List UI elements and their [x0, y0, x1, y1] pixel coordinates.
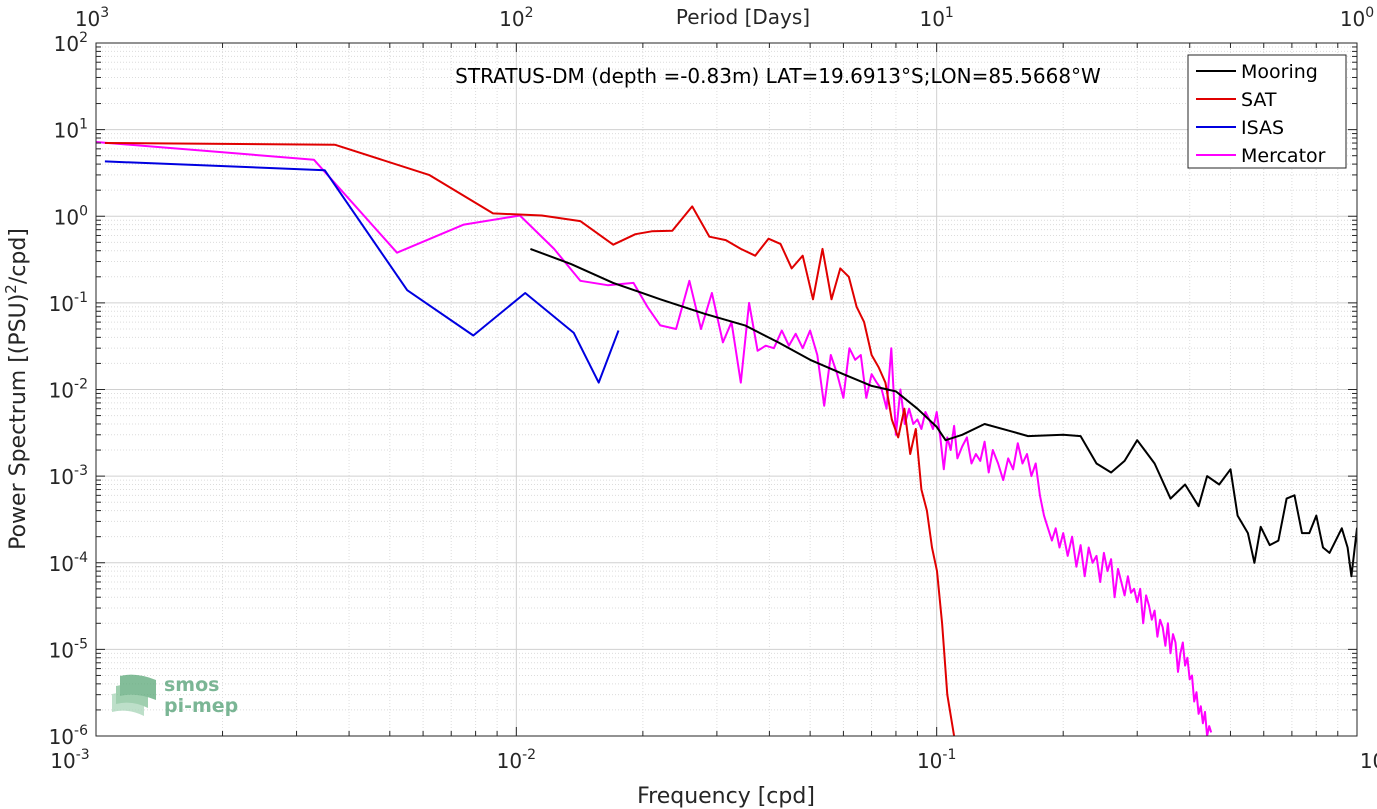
y-axis-label: Power Spectrum [(PSU)2/cpd] [2, 228, 31, 550]
y-axis-label-text: Power Spectrum [(PSU) [6, 294, 31, 550]
y-tick-label: 10-6 [49, 723, 89, 749]
x2-tick-label-exponent: 2 [525, 5, 534, 21]
series-line-mercator [96, 141, 1213, 736]
y-axis-label-exponent: 2 [2, 284, 20, 294]
x2-tick-label-base: 10 [1340, 7, 1365, 31]
x-tick-label-base: 10 [497, 749, 522, 773]
y-tick-label-base: 10 [49, 638, 74, 662]
legend-box [1187, 54, 1347, 169]
logo-text-pi-mep: pi-mep [164, 695, 238, 717]
axis-ticks: 10-310-210-110010310210110010210110010-1… [49, 5, 1377, 773]
y-tick-label-exponent: 2 [79, 30, 88, 46]
x2-tick-label-base: 10 [499, 7, 524, 31]
y-tick-label: 10-3 [49, 463, 88, 489]
y-tick-label: 10-2 [49, 377, 88, 403]
x2-tick-label: 103 [75, 5, 109, 31]
x-tick-label-exponent: -3 [76, 747, 90, 763]
chart-title: STRATUS-DM (depth =-0.83m) LAT=19.6913°S… [455, 64, 1101, 88]
y-tick-label-base: 10 [54, 32, 79, 56]
y-tick-label-exponent: 1 [79, 117, 88, 133]
smos-pi-mep-logo: smos pi-mep [112, 674, 238, 717]
x-tick-label-base: 10 [917, 749, 942, 773]
y-tick-label: 101 [54, 117, 88, 143]
x2-tick-label: 101 [919, 5, 953, 31]
x-tick-label: 10-3 [50, 747, 89, 773]
x2-axis-label: Period [Days] [676, 5, 810, 29]
y-tick-label: 102 [54, 30, 88, 56]
x2-tick-label: 102 [499, 5, 533, 31]
series-line-mooring [530, 247, 1357, 578]
x-tick-label: 10-2 [497, 747, 536, 773]
y-tick-label-base: 10 [49, 725, 74, 749]
y-tick-label-exponent: -3 [74, 463, 88, 479]
y-axis-label-tail: /cpd] [6, 228, 31, 284]
legend-label-sat: SAT [1241, 89, 1277, 111]
y-tick-label-base: 10 [49, 552, 74, 576]
y-tick-label-exponent: -5 [74, 636, 88, 652]
y-tick-label-exponent: -6 [74, 723, 88, 739]
x-tick-label-base: 10 [1360, 749, 1377, 773]
minor-grid [96, 43, 1357, 736]
y-tick-label: 10-1 [49, 290, 88, 316]
legend: Mooring SAT ISAS Mercator [1187, 54, 1347, 169]
x2-tick-label-base: 10 [919, 7, 944, 31]
y-tick-label-base: 10 [54, 119, 79, 143]
series-line-isas [104, 160, 620, 384]
x2-tick-label: 100 [1340, 5, 1374, 31]
y-tick-label: 10-5 [49, 636, 88, 662]
x2-tick-label-base: 10 [75, 7, 100, 31]
y-tick-label: 10-4 [49, 550, 89, 576]
logo-mark-layer-3 [120, 674, 156, 700]
x-tick-label: 100 [1360, 747, 1377, 773]
x-tick-label: 10-1 [917, 747, 956, 773]
series-lines [96, 141, 1357, 736]
y-tick-label-base: 10 [54, 205, 79, 229]
x2-tick-label-exponent: 0 [1365, 5, 1374, 21]
logo-text-smos: smos [164, 674, 219, 696]
x-tick-label-exponent: -1 [942, 747, 956, 763]
y-tick-label-exponent: -1 [74, 290, 88, 306]
series-line-sat [104, 142, 956, 736]
x-tick-label-base: 10 [50, 749, 75, 773]
x2-tick-label-exponent: 1 [945, 5, 954, 21]
x-axis-label: Frequency [cpd] [637, 784, 815, 809]
x2-tick-label-exponent: 3 [100, 5, 109, 21]
y-tick-label: 100 [54, 203, 88, 229]
y-tick-label-base: 10 [49, 465, 74, 489]
y-tick-label-base: 10 [49, 292, 74, 316]
legend-label-mooring: Mooring [1241, 61, 1318, 83]
y-tick-label-exponent: 0 [79, 203, 88, 219]
legend-label-isas: ISAS [1241, 117, 1284, 139]
legend-label-mercator: Mercator [1241, 145, 1326, 167]
y-tick-label-exponent: -4 [74, 550, 88, 566]
y-tick-label-base: 10 [49, 379, 74, 403]
y-tick-label-exponent: -2 [74, 377, 88, 393]
x-tick-label-exponent: -2 [522, 747, 536, 763]
